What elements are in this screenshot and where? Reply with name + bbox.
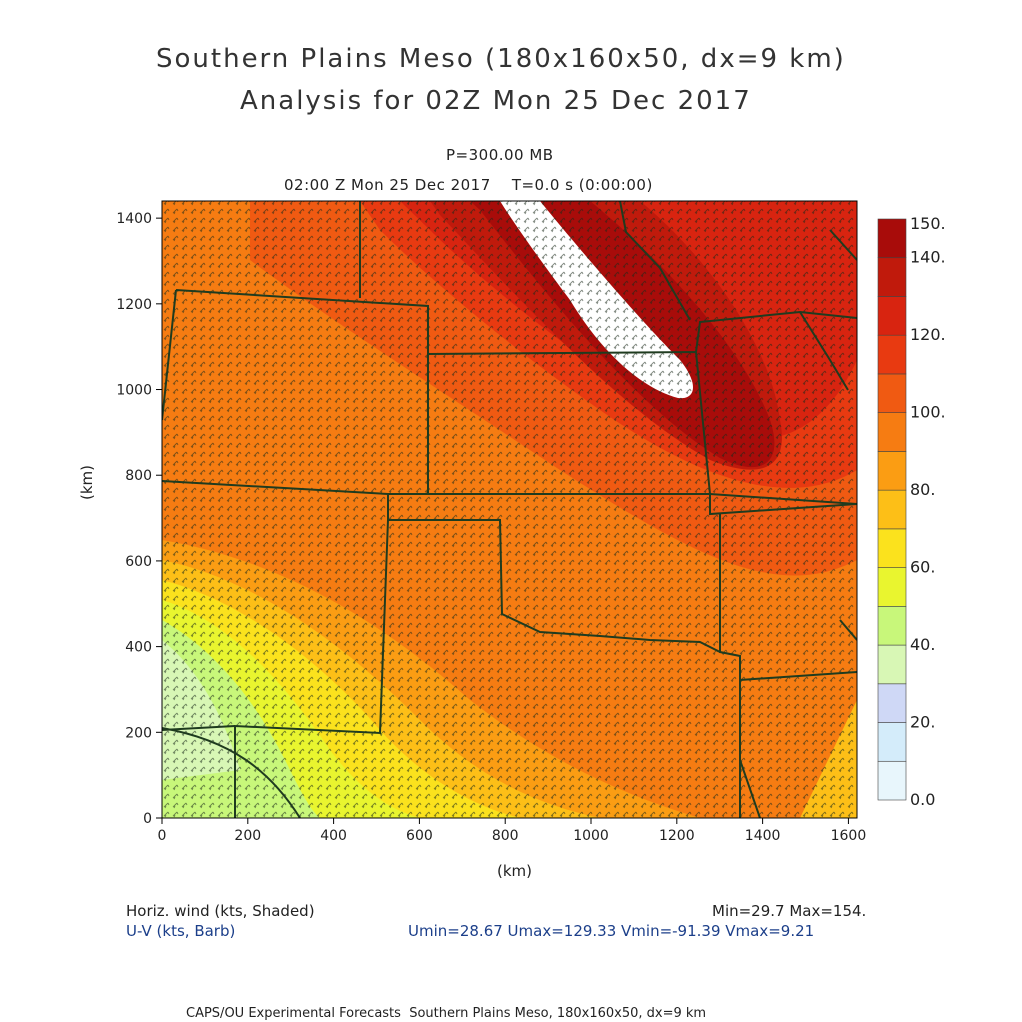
- wind-speed-field: [162, 201, 857, 818]
- colorbar-label: 20.: [910, 713, 935, 732]
- colorbar-swatch: [877, 683, 907, 723]
- x-tick-label: 400: [320, 828, 347, 844]
- colorbar-label: 140.: [910, 248, 946, 267]
- y-tick-label: 1200: [116, 297, 152, 313]
- x-tick-label: 1600: [831, 828, 867, 844]
- y-tick-label: 200: [125, 725, 152, 741]
- colorbar-swatch: [877, 644, 907, 685]
- min-max-label: Min=29.7 Max=154.: [712, 902, 867, 920]
- x-axis-label: (km): [497, 862, 533, 880]
- y-tick-label: 1400: [116, 211, 152, 227]
- y-tick-label: 0: [143, 811, 152, 827]
- colorbar-label: 40.: [910, 635, 935, 654]
- x-tick-label: 800: [492, 828, 519, 844]
- colorbar: 0.0 20. 40. 60. 80. 100. 120. 140. 150.: [877, 214, 946, 809]
- colorbar-label: 150.: [910, 214, 946, 233]
- colorbar-label: 100.: [910, 403, 946, 422]
- x-tick-label: 600: [406, 828, 433, 844]
- y-tick-label: 1000: [116, 383, 152, 399]
- plot-frame: [161, 200, 858, 819]
- colorbar-swatch: [877, 451, 907, 491]
- colorbar-swatch: [877, 489, 907, 530]
- colorbar-swatch: [877, 528, 907, 568]
- colorbar-swatch: [877, 760, 907, 801]
- colorbar-swatch: [877, 334, 907, 375]
- title-line-1: Southern Plains Meso (180x160x50, dx=9 k…: [156, 44, 846, 74]
- state-boundaries: [162, 201, 857, 818]
- y-tick-label: 400: [125, 640, 152, 656]
- x-tick-label: 0: [158, 828, 167, 844]
- colorbar-label: 120.: [910, 325, 946, 344]
- x-tick-label: 200: [234, 828, 261, 844]
- colorbar-swatch: [877, 257, 907, 297]
- x-tick-label: 1000: [573, 828, 609, 844]
- field-barb-label: U-V (kts, Barb): [126, 922, 236, 940]
- colorbar-label: 60.: [910, 558, 935, 577]
- y-axis-label: (km): [78, 464, 96, 500]
- y-axis: 0 200 400 600 800 1000 1200 1400: [116, 211, 162, 827]
- footer-credit: CAPS/OU Experimental Forecasts Southern …: [186, 1006, 707, 1021]
- pressure-level: P=300.00 MB: [446, 146, 554, 164]
- colorbar-swatch: [877, 296, 907, 336]
- title-line-2: Analysis for 02Z Mon 25 Dec 2017: [240, 86, 752, 116]
- colorbar-label: 80.: [910, 480, 935, 499]
- colorbar-swatch: [877, 567, 907, 607]
- colorbar-label: 0.0: [910, 790, 935, 809]
- uv-stats-label: Umin=28.67 Umax=129.33 Vmin=-91.39 Vmax=…: [408, 922, 815, 940]
- colorbar-swatch: [877, 218, 907, 259]
- field-shaded-label: Horiz. wind (kts, Shaded): [126, 902, 315, 920]
- colorbar-swatch: [877, 722, 907, 762]
- x-tick-label: 1200: [659, 828, 695, 844]
- colorbar-swatch: [877, 606, 907, 646]
- colorbar-swatch: [877, 373, 907, 413]
- y-tick-label: 800: [125, 468, 152, 484]
- x-tick-label: 1400: [745, 828, 781, 844]
- colorbar-swatch: [877, 412, 907, 452]
- y-tick-label: 600: [125, 554, 152, 570]
- x-axis: 0 200 400 600 800 1000 1200 1400 1600: [158, 818, 867, 844]
- valid-time: 02:00 Z Mon 25 Dec 2017 T=0.0 s (0:00:00…: [284, 176, 653, 194]
